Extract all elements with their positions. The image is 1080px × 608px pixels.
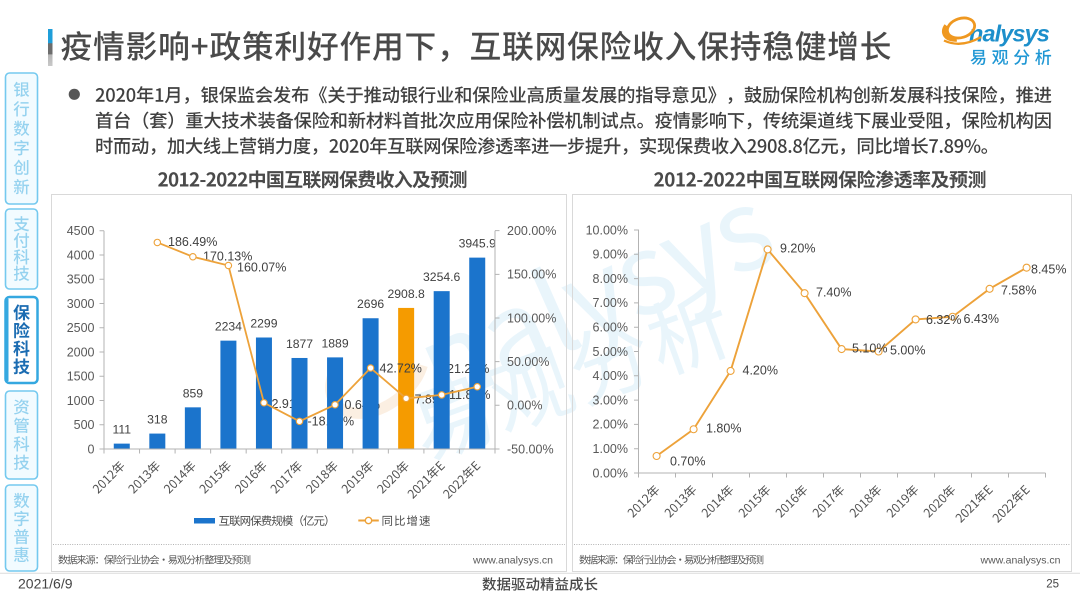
svg-text:6.32%: 6.32% (926, 313, 961, 327)
svg-text:www.analysys.cn: www.analysys.cn (980, 555, 1061, 567)
svg-text:170.13%: 170.13% (203, 250, 252, 264)
svg-text:nalysys: nalysys (969, 21, 1050, 47)
svg-text:859: 859 (183, 386, 204, 400)
svg-text:8.00%: 8.00% (593, 272, 628, 286)
svg-text:25: 25 (1046, 579, 1059, 591)
svg-text:160.07%: 160.07% (237, 260, 286, 274)
svg-text:1000: 1000 (67, 394, 95, 408)
svg-text:9.00%: 9.00% (593, 248, 628, 262)
svg-text:4500: 4500 (67, 224, 95, 238)
svg-text:9.20%: 9.20% (780, 241, 815, 255)
svg-text:6.43%: 6.43% (964, 312, 999, 326)
svg-text:0.00%: 0.00% (593, 466, 628, 480)
svg-text:2696: 2696 (357, 297, 384, 311)
svg-text:150.00%: 150.00% (507, 268, 556, 282)
svg-text:2021/6/9: 2021/6/9 (18, 576, 73, 592)
svg-text:2000: 2000 (67, 345, 95, 359)
svg-text:3945.9: 3945.9 (459, 237, 496, 251)
svg-text:318: 318 (147, 413, 168, 427)
svg-text:8.45%: 8.45% (1031, 262, 1066, 276)
svg-text:500: 500 (74, 418, 95, 432)
svg-text:1.80%: 1.80% (706, 421, 741, 435)
svg-text:2.00%: 2.00% (593, 418, 628, 432)
svg-text:7.40%: 7.40% (816, 285, 851, 299)
svg-text:100.00%: 100.00% (507, 311, 556, 325)
svg-text:3000: 3000 (67, 297, 95, 311)
svg-text:5.00%: 5.00% (593, 345, 628, 359)
svg-text:0.70%: 0.70% (670, 454, 705, 468)
svg-text:3.00%: 3.00% (593, 393, 628, 407)
svg-text:50.00%: 50.00% (507, 355, 549, 369)
svg-text:3254.6: 3254.6 (423, 270, 460, 284)
svg-text:7.58%: 7.58% (1001, 283, 1036, 297)
svg-text:1500: 1500 (67, 370, 95, 384)
svg-text:3500: 3500 (67, 273, 95, 287)
svg-text:0: 0 (88, 442, 95, 456)
svg-text:10.00%: 10.00% (586, 223, 628, 237)
svg-text:2299: 2299 (250, 317, 277, 331)
svg-text:6.00%: 6.00% (593, 321, 628, 335)
svg-text:4.20%: 4.20% (743, 363, 778, 377)
svg-text:186.49%: 186.49% (168, 235, 217, 249)
svg-text:-50.00%: -50.00% (507, 442, 554, 456)
svg-text:5.10%: 5.10% (852, 341, 887, 355)
svg-text:2908.8: 2908.8 (387, 287, 424, 301)
svg-text:0.00%: 0.00% (507, 399, 542, 413)
svg-text:1.00%: 1.00% (593, 442, 628, 456)
svg-text:111: 111 (113, 423, 132, 437)
svg-text:7.00%: 7.00% (593, 296, 628, 310)
svg-text:2500: 2500 (67, 321, 95, 335)
svg-text:1877: 1877 (286, 337, 313, 351)
svg-text:4000: 4000 (67, 248, 95, 262)
svg-text:2234: 2234 (215, 320, 242, 334)
svg-text:42.72%: 42.72% (380, 362, 422, 376)
svg-text:200.00%: 200.00% (507, 224, 556, 238)
svg-text:1889: 1889 (321, 336, 348, 350)
svg-text:www.analysys.cn: www.analysys.cn (472, 555, 553, 567)
svg-text:5.00%: 5.00% (890, 343, 925, 357)
svg-text:4.00%: 4.00% (593, 369, 628, 383)
